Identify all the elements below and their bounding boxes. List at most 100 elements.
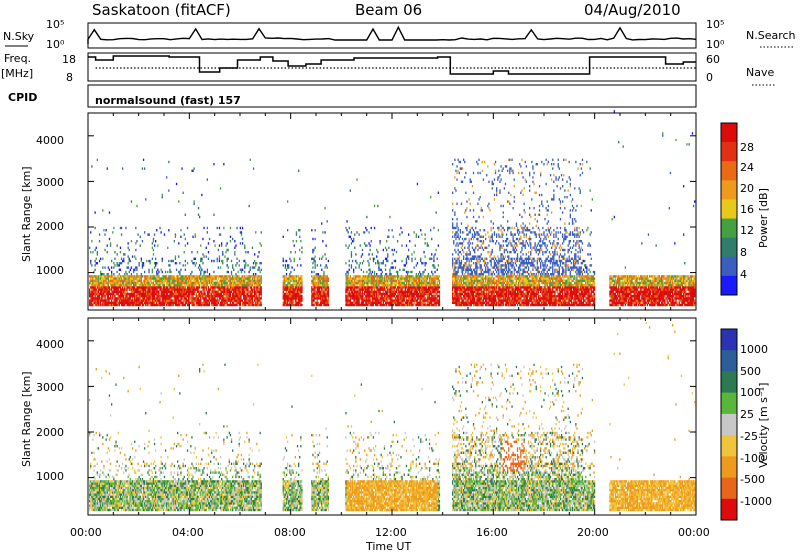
data-cell	[111, 277, 113, 280]
data-cell	[200, 273, 202, 276]
data-cell	[178, 281, 180, 285]
data-cell	[247, 279, 249, 282]
data-cell	[163, 233, 166, 236]
data-cell	[469, 231, 471, 234]
data-cell	[226, 303, 228, 307]
data-cell	[290, 275, 292, 278]
data-cell	[356, 284, 358, 287]
data-cell	[94, 290, 96, 293]
data-cell	[324, 284, 326, 287]
data-cell	[183, 279, 185, 282]
data-cell	[182, 264, 184, 267]
data-cell	[114, 251, 116, 254]
data-cell	[150, 277, 152, 280]
data-cell	[127, 246, 129, 249]
data-cell	[322, 288, 324, 291]
data-cell	[103, 229, 105, 232]
data-cell	[420, 229, 422, 232]
data-cell	[111, 288, 113, 291]
data-cell	[174, 292, 177, 296]
data-cell	[139, 235, 141, 238]
data-cell	[282, 292, 284, 296]
data-cell	[150, 290, 152, 293]
data-cell	[188, 286, 190, 289]
data-cell	[184, 303, 186, 307]
data-cell	[482, 240, 485, 243]
data-cell	[174, 279, 177, 282]
data-cell	[184, 290, 186, 293]
data-cell	[290, 251, 292, 254]
data-cell	[136, 295, 138, 298]
data-cell	[119, 246, 122, 249]
data-cell	[142, 299, 145, 302]
data-cell	[293, 268, 295, 271]
data-cell	[191, 286, 193, 289]
data-cell	[247, 264, 249, 267]
data-cell	[215, 290, 217, 293]
data-cell	[245, 288, 247, 291]
data-cell	[294, 286, 296, 289]
data-cell	[119, 277, 122, 280]
data-cell	[258, 251, 260, 254]
data-cell	[301, 246, 303, 249]
data-cell	[161, 303, 163, 307]
data-cell	[300, 301, 302, 304]
data-cell	[380, 273, 382, 276]
data-cell	[229, 297, 232, 300]
data-cell	[177, 297, 179, 300]
data-cell	[157, 299, 159, 302]
data-cell	[375, 262, 377, 265]
data-cell	[162, 286, 164, 289]
data-cell	[292, 279, 294, 282]
data-cell	[97, 301, 100, 304]
data-cell	[393, 288, 395, 291]
data-cell	[92, 299, 94, 302]
data-cell	[325, 281, 327, 285]
data-cell	[433, 264, 435, 267]
data-cell	[197, 301, 200, 304]
data-cell	[398, 275, 400, 278]
data-cell	[348, 295, 350, 298]
data-cell	[316, 279, 318, 282]
data-cell	[217, 301, 219, 304]
data-cell	[213, 284, 215, 287]
data-cell	[320, 303, 322, 307]
data-cell	[467, 266, 469, 269]
data-cell	[244, 301, 246, 304]
data-cell	[348, 268, 350, 271]
data-cell	[312, 277, 314, 280]
data-cell	[97, 297, 100, 300]
data-cell	[145, 284, 147, 287]
data-cell	[91, 295, 93, 298]
data-cell	[164, 275, 167, 278]
data-cell	[118, 295, 120, 298]
data-cell	[298, 297, 300, 300]
data-cell	[200, 266, 202, 269]
data-cell	[126, 295, 128, 298]
data-cell	[211, 301, 213, 304]
data-cell	[248, 279, 250, 282]
data-cell	[208, 279, 211, 282]
data-cell	[98, 259, 101, 263]
data-cell	[293, 292, 295, 296]
data-cell	[237, 297, 239, 300]
data-cell	[298, 290, 300, 293]
data-cell	[298, 277, 300, 280]
data-cell	[111, 290, 113, 293]
data-cell	[244, 277, 246, 280]
data-cell	[199, 303, 201, 307]
data-cell	[185, 301, 188, 304]
data-cell	[295, 233, 298, 236]
data-cell	[226, 292, 228, 296]
data-cell	[438, 281, 441, 285]
data-cell	[471, 273, 474, 276]
data-cell	[235, 264, 237, 267]
data-cell	[251, 295, 254, 298]
data-cell	[420, 273, 422, 276]
data-cell	[131, 295, 134, 298]
data-cell	[128, 257, 130, 260]
data-cell	[169, 268, 171, 271]
data-cell	[320, 299, 322, 302]
data-cell	[477, 240, 479, 243]
data-cell	[205, 279, 207, 282]
